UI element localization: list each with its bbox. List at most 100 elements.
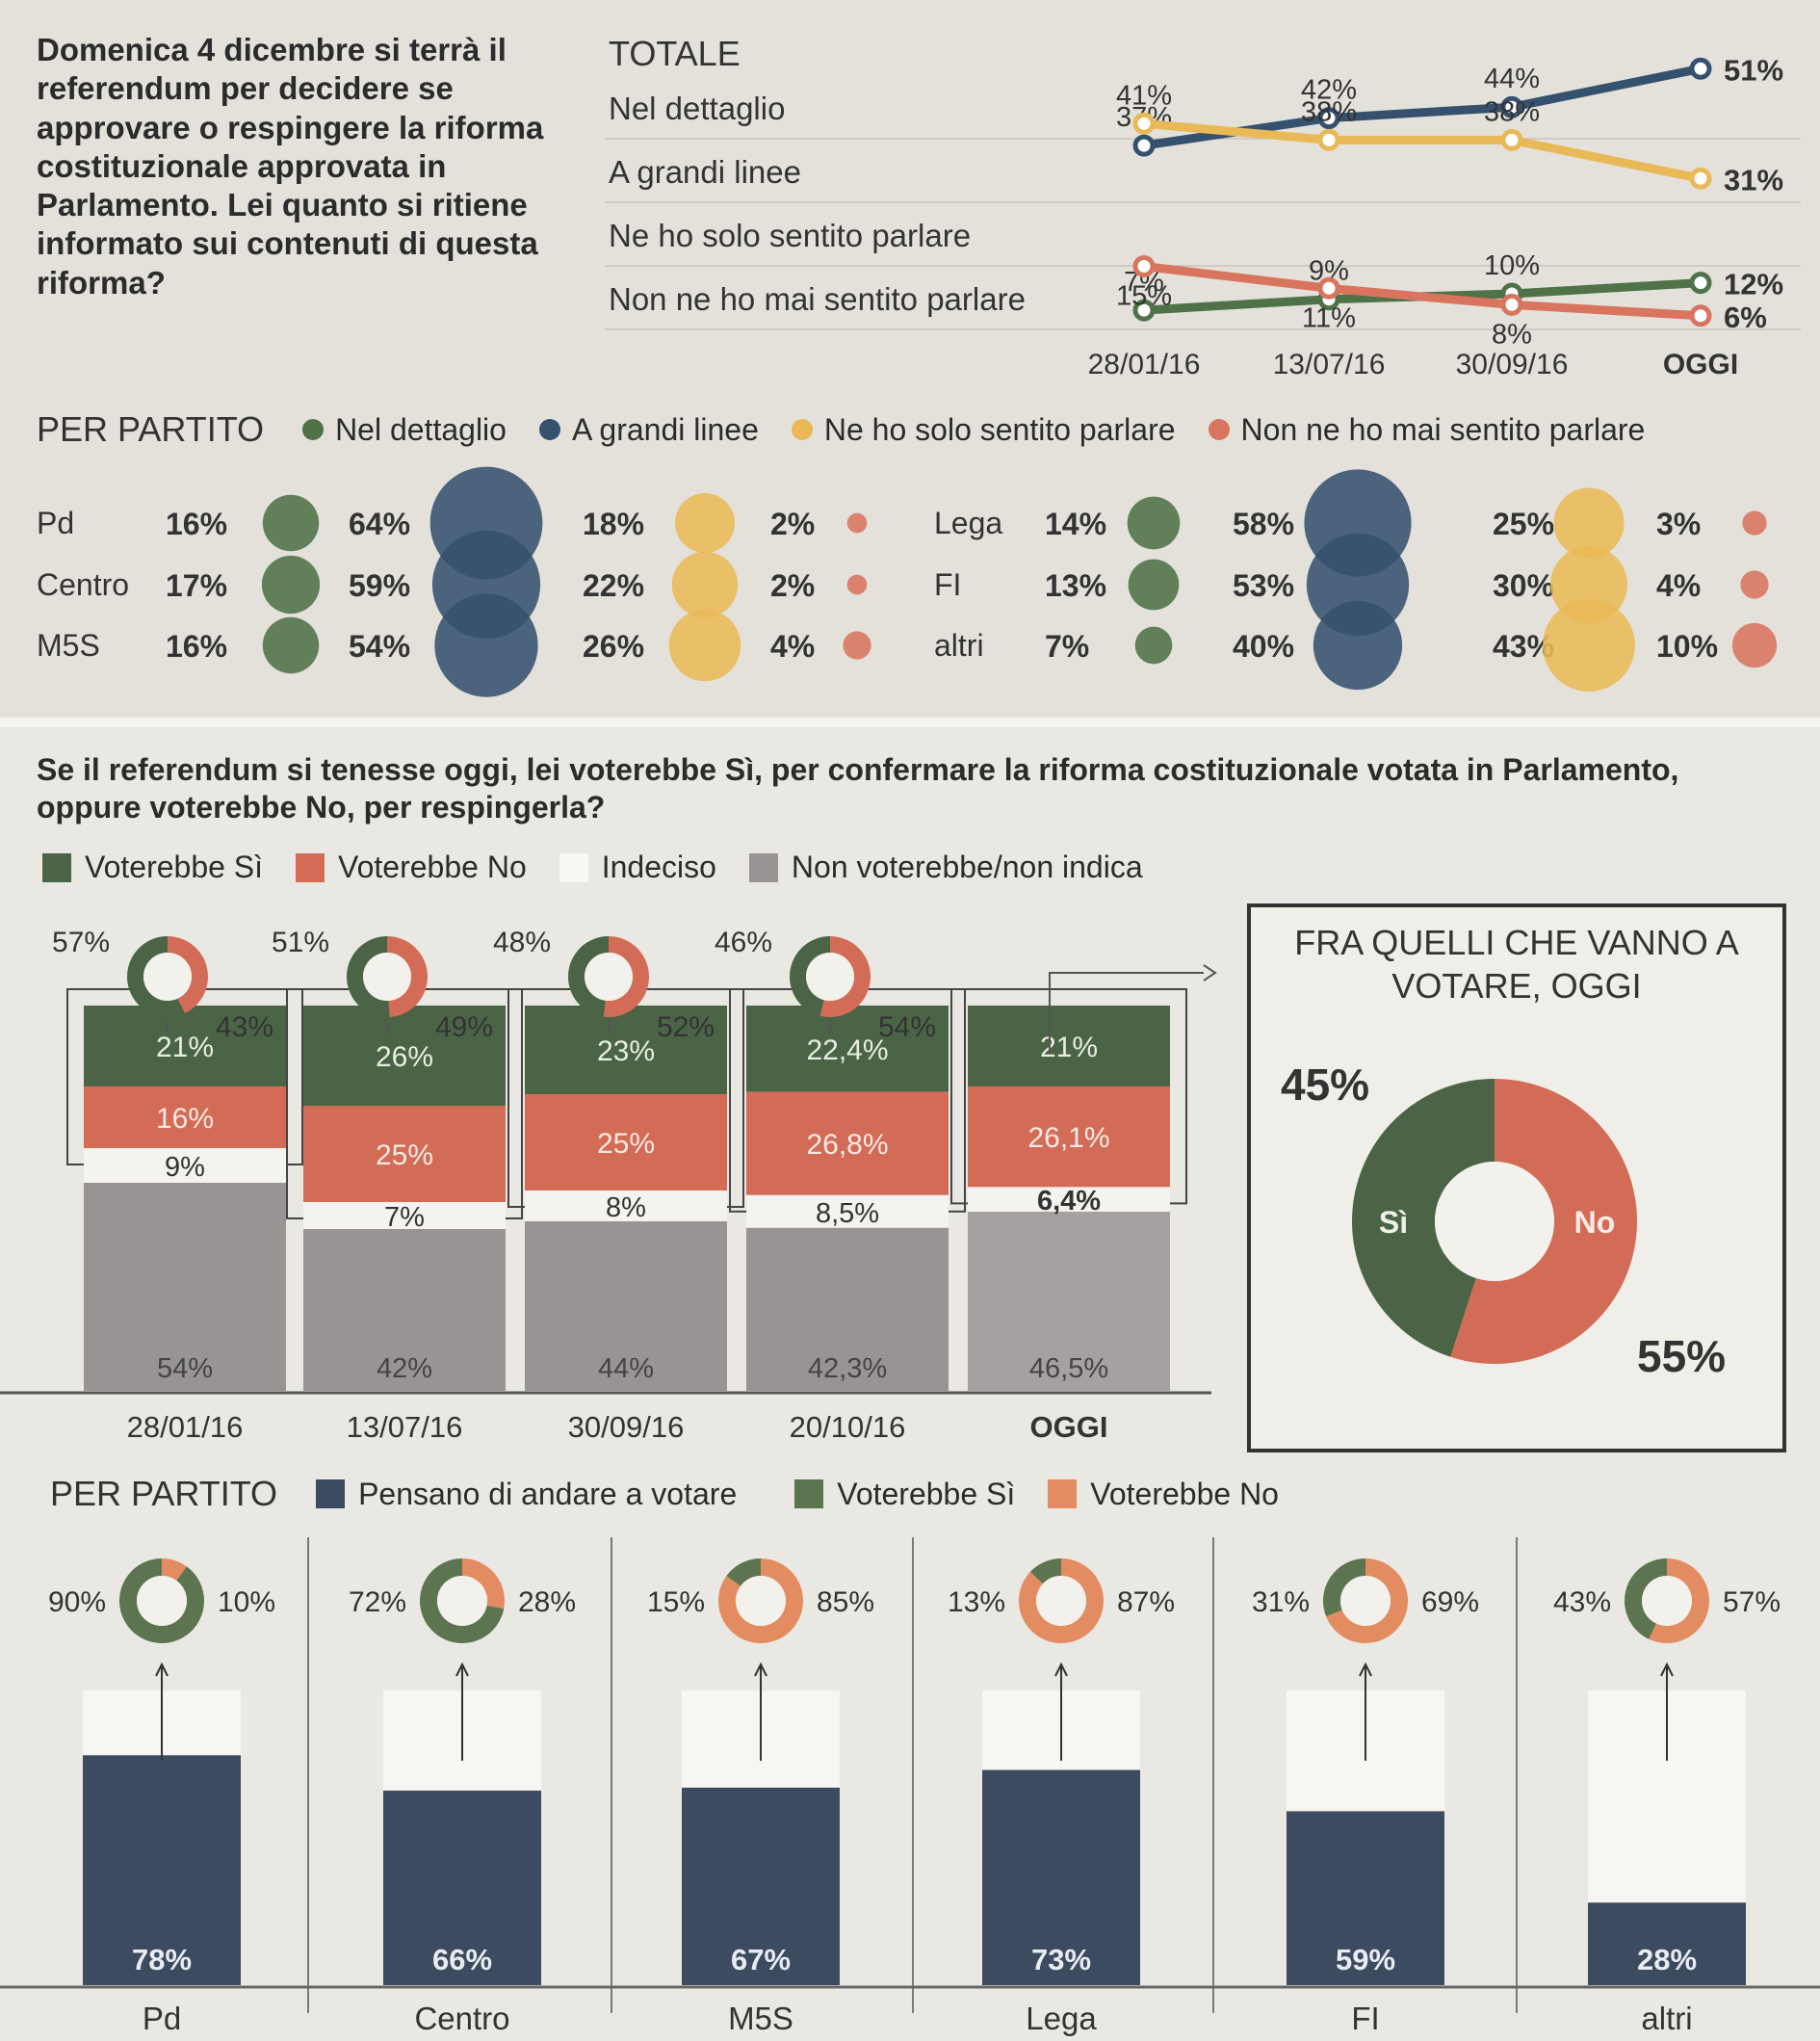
legend-item-detail: Nel dettaglio bbox=[302, 412, 507, 448]
party-donut-3-yes-slice bbox=[1029, 1558, 1061, 1584]
legend-label-heard: Ne ho solo sentito parlare bbox=[823, 411, 1176, 447]
legend-swatch-no2 bbox=[1048, 1479, 1078, 1508]
legend-dot-never bbox=[1208, 419, 1230, 440]
party-donut-no-label-5: 57% bbox=[1723, 1586, 1781, 1618]
turnout-label-0: 78% bbox=[132, 1943, 192, 1976]
party-donut-5-hole bbox=[1642, 1576, 1692, 1626]
stack-label-nov-3: 42,3% bbox=[808, 1353, 887, 1384]
stack-label-nov-1: 42% bbox=[377, 1353, 432, 1384]
party-value-1-2: 22% bbox=[583, 568, 644, 603]
party-donut-yes-label-5: 43% bbox=[1553, 1586, 1611, 1618]
party-bubble-3-3 bbox=[1742, 510, 1767, 536]
stack-seg-0-0 bbox=[84, 1006, 286, 1086]
turnout-bar-2 bbox=[682, 1787, 840, 1985]
party-donut-1-hole bbox=[437, 1576, 487, 1626]
totale-point-2-0 bbox=[1132, 112, 1156, 135]
party-donut-0 bbox=[119, 1558, 205, 1643]
trend-donut-2 bbox=[568, 936, 650, 1018]
legend-label-detail: Nel dettaglio bbox=[335, 411, 507, 447]
party-bubble-4-3 bbox=[1740, 570, 1769, 599]
legend-swatch-undecided bbox=[559, 852, 588, 882]
stack-seg-1-3 bbox=[303, 1229, 506, 1391]
party-value-0-0: 16% bbox=[166, 507, 227, 541]
turnout-label-5: 28% bbox=[1637, 1943, 1697, 1976]
party-value-4-2: 30% bbox=[1493, 568, 1554, 603]
party-donut-no-label-4: 69% bbox=[1421, 1586, 1479, 1618]
party-value-4-0: 13% bbox=[1045, 568, 1106, 603]
party-donut-yes-label-4: 31% bbox=[1252, 1586, 1310, 1618]
party-value-5-3: 10% bbox=[1656, 629, 1718, 664]
party-value-3-1: 58% bbox=[1233, 507, 1294, 541]
stack-label-yes-1: 26% bbox=[376, 1041, 433, 1073]
legend-item-broad: A grandi linee bbox=[538, 412, 759, 448]
trend-donut-0 bbox=[126, 936, 208, 1018]
totale-point-3-3 bbox=[1689, 304, 1712, 327]
party-donut-4-yes-slice bbox=[1323, 1558, 1365, 1617]
party-donut-5-no-slice bbox=[1649, 1558, 1710, 1643]
oggi-donut-yes-label: 45% bbox=[1281, 1060, 1369, 1110]
turnout-bar-5 bbox=[1588, 1902, 1746, 1985]
party-value-5-1: 40% bbox=[1233, 629, 1294, 664]
totale-point-2-2 bbox=[1500, 128, 1523, 151]
party-donut-2-hole bbox=[736, 1576, 786, 1626]
party-bubble-5-3 bbox=[1731, 622, 1778, 668]
totale-label-2-2: 38% bbox=[1484, 96, 1540, 127]
stack-x-tick-1: 13/07/16 bbox=[347, 1410, 463, 1444]
stack-label-no-1: 25% bbox=[376, 1139, 433, 1171]
party-bubble-5-0 bbox=[1134, 626, 1173, 665]
oggi-donut-no-slice bbox=[1450, 1079, 1637, 1365]
party-value-2-0: 16% bbox=[166, 629, 227, 664]
totale-label-3-1: 11% bbox=[1302, 302, 1356, 333]
party-value-3-3: 3% bbox=[1656, 507, 1701, 541]
totale-point-3-0 bbox=[1132, 255, 1156, 277]
party-name-0: Pd bbox=[37, 506, 74, 540]
stack-label-yes-0: 21% bbox=[156, 1032, 214, 1063]
legend-label-no: Voterebbe No bbox=[338, 850, 527, 884]
party-donut-yes-label-0: 90% bbox=[48, 1586, 106, 1618]
totale-label-2-0: 41% bbox=[1116, 80, 1172, 111]
party-donut-no-label-3: 87% bbox=[1117, 1586, 1175, 1618]
trend-donut-yes-label-0: 57% bbox=[52, 927, 110, 958]
turnout-bar-0 bbox=[83, 1755, 241, 1985]
totale-label-3-2: 8% bbox=[1492, 319, 1532, 350]
stack-seg-3-2 bbox=[746, 1194, 949, 1228]
party-bubble-5-2 bbox=[1543, 599, 1635, 692]
turnout-bar-1 bbox=[383, 1791, 541, 1985]
legend-item-novote: Non voterebbe/non indica bbox=[748, 850, 1143, 885]
party-vote-legend: PER PARTITO Pensano di andare a votare V… bbox=[50, 1474, 1312, 1514]
party-donut-2-yes-slice bbox=[726, 1558, 761, 1586]
party-donut-yes-label-1: 72% bbox=[349, 1586, 406, 1618]
legend-item-undecided: Indeciso bbox=[559, 850, 716, 885]
stack-seg-4-2 bbox=[968, 1187, 1170, 1212]
party-value-2-3: 4% bbox=[770, 629, 815, 664]
oggi-donut-no-cat: No bbox=[1574, 1205, 1616, 1240]
party-value-4-3: 4% bbox=[1656, 568, 1701, 603]
trend-donut-yes-label-1: 51% bbox=[272, 927, 329, 958]
party-bubble-0-2 bbox=[675, 493, 735, 553]
party-donut-5-yes-slice bbox=[1624, 1558, 1667, 1639]
totale-point-1-3 bbox=[1689, 57, 1712, 80]
party-donut-4-no-slice bbox=[1326, 1558, 1408, 1643]
oggi-donut-yes-cat: Sì bbox=[1379, 1205, 1408, 1240]
party-value-0-3: 2% bbox=[770, 507, 815, 541]
stack-label-yes-2: 23% bbox=[597, 1035, 655, 1067]
stack-label-yes-4: 21% bbox=[1040, 1032, 1098, 1063]
legend-swatch-no bbox=[296, 852, 325, 882]
stack-label-und-3: 8,5% bbox=[816, 1198, 879, 1229]
stack-label-nov-4: 46,5% bbox=[1029, 1353, 1108, 1384]
stack-seg-4-0 bbox=[968, 1006, 1170, 1086]
party-arrow-head-1 bbox=[455, 1662, 469, 1677]
party-bubble-2-3 bbox=[843, 631, 871, 660]
stack-label-no-4: 26,1% bbox=[1027, 1122, 1109, 1154]
party-donut-1-yes-slice bbox=[420, 1558, 505, 1644]
trend-donut-no-label-1: 49% bbox=[435, 1011, 493, 1043]
party-value-5-0: 7% bbox=[1045, 629, 1089, 664]
stack-label-und-2: 8% bbox=[606, 1192, 646, 1223]
stack-seg-1-1 bbox=[303, 1106, 506, 1202]
party-name-2: M5S bbox=[37, 628, 100, 663]
stack-seg-0-3 bbox=[84, 1183, 286, 1391]
legend-item-yes: Voterebbe Sì bbox=[42, 850, 263, 885]
totale-point-0-0 bbox=[1132, 299, 1156, 322]
legend-item-heard: Ne ho solo sentito parlare bbox=[791, 411, 1176, 448]
trend-donut-3-hole bbox=[806, 953, 854, 1001]
